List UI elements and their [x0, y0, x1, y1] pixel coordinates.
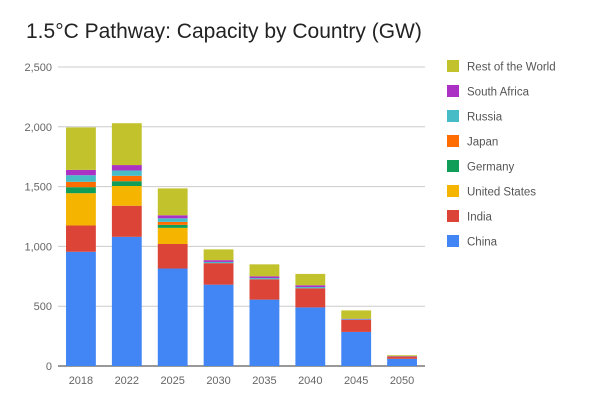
bar-segment — [203, 261, 234, 264]
bar-segment — [66, 175, 96, 182]
bar-segment — [66, 225, 96, 252]
legend-swatch — [447, 85, 459, 97]
bar-segment — [387, 357, 417, 359]
bar-segment — [387, 358, 417, 366]
bar-segment — [157, 188, 188, 216]
chart-title: 1.5°C Pathway: Capacity by Country (GW) — [26, 20, 422, 43]
legend-label: Germany — [467, 162, 515, 174]
y-tick-label: 1,500 — [24, 182, 52, 194]
legend-label: Russia — [467, 112, 503, 124]
bar-segment — [341, 319, 372, 320]
bar-segment — [157, 221, 188, 225]
bar-segment — [295, 307, 326, 366]
x-tick-label: 2022 — [115, 375, 139, 387]
bar-segment — [66, 169, 96, 176]
x-tick-label: 2035 — [252, 375, 276, 387]
bar-segment — [111, 205, 142, 237]
x-tick-label: 2040 — [298, 375, 322, 387]
legend-label: Japan — [467, 137, 498, 149]
bar-segment — [111, 236, 142, 366]
bar-segment — [341, 310, 372, 319]
y-tick-label: 1,000 — [24, 241, 52, 253]
bar-segment — [295, 287, 326, 289]
bar-segment — [66, 181, 96, 188]
bar-segment — [111, 165, 142, 171]
bar-segment — [341, 331, 372, 366]
bar-segment — [341, 319, 372, 332]
bar-segment — [249, 279, 280, 300]
x-tick-label: 2050 — [390, 375, 414, 387]
legend-swatch — [447, 185, 459, 197]
legend-label: South Africa — [467, 87, 530, 99]
x-tick-label: 2025 — [160, 375, 184, 387]
x-tick-label: 2030 — [206, 375, 230, 387]
bar-segment — [295, 288, 326, 308]
legend-label: India — [467, 212, 493, 224]
x-tick-label: 2018 — [69, 375, 93, 387]
bar-segment — [66, 251, 96, 366]
bar-segment — [111, 123, 142, 166]
legend-label: China — [467, 237, 498, 249]
bar-segment — [249, 276, 280, 279]
bar-segment — [387, 355, 417, 357]
bar-segment — [157, 218, 188, 222]
legend-swatch — [447, 135, 459, 147]
bar-segment — [249, 299, 280, 366]
legend-label: Rest of the World — [467, 62, 556, 74]
y-tick-label: 0 — [46, 361, 52, 373]
bar-segment — [111, 181, 142, 187]
bar-segment — [203, 284, 234, 366]
bar-segment — [387, 356, 417, 358]
y-tick-label: 2,000 — [24, 122, 52, 134]
bar-segment — [66, 187, 96, 194]
bar-segment — [111, 175, 142, 182]
bar-segment — [111, 186, 142, 206]
legend-label: United States — [467, 187, 536, 199]
bar-segment — [66, 127, 96, 170]
legend-swatch — [447, 160, 459, 172]
y-tick-label: 2,500 — [24, 62, 52, 74]
legend-swatch — [447, 210, 459, 222]
bar-segment — [249, 264, 280, 277]
bar-segment — [203, 249, 234, 261]
bar-segment — [66, 193, 96, 226]
legend-swatch — [447, 110, 459, 122]
bar-segment — [157, 244, 188, 269]
bar-segment — [341, 318, 372, 320]
x-tick-label: 2045 — [344, 375, 368, 387]
bar-segment — [203, 260, 234, 262]
bar-segment — [111, 170, 142, 176]
legend-swatch — [447, 60, 459, 72]
bar-segment — [157, 215, 188, 219]
bar-segment — [249, 278, 280, 280]
bar-segment — [203, 263, 234, 285]
bar-segment — [157, 224, 188, 228]
bar-segment — [295, 273, 326, 286]
legend-swatch — [447, 235, 459, 247]
bar-segment — [295, 285, 326, 288]
y-tick-label: 500 — [34, 301, 52, 313]
bar-segment — [157, 268, 188, 366]
bar-segment — [157, 227, 188, 245]
